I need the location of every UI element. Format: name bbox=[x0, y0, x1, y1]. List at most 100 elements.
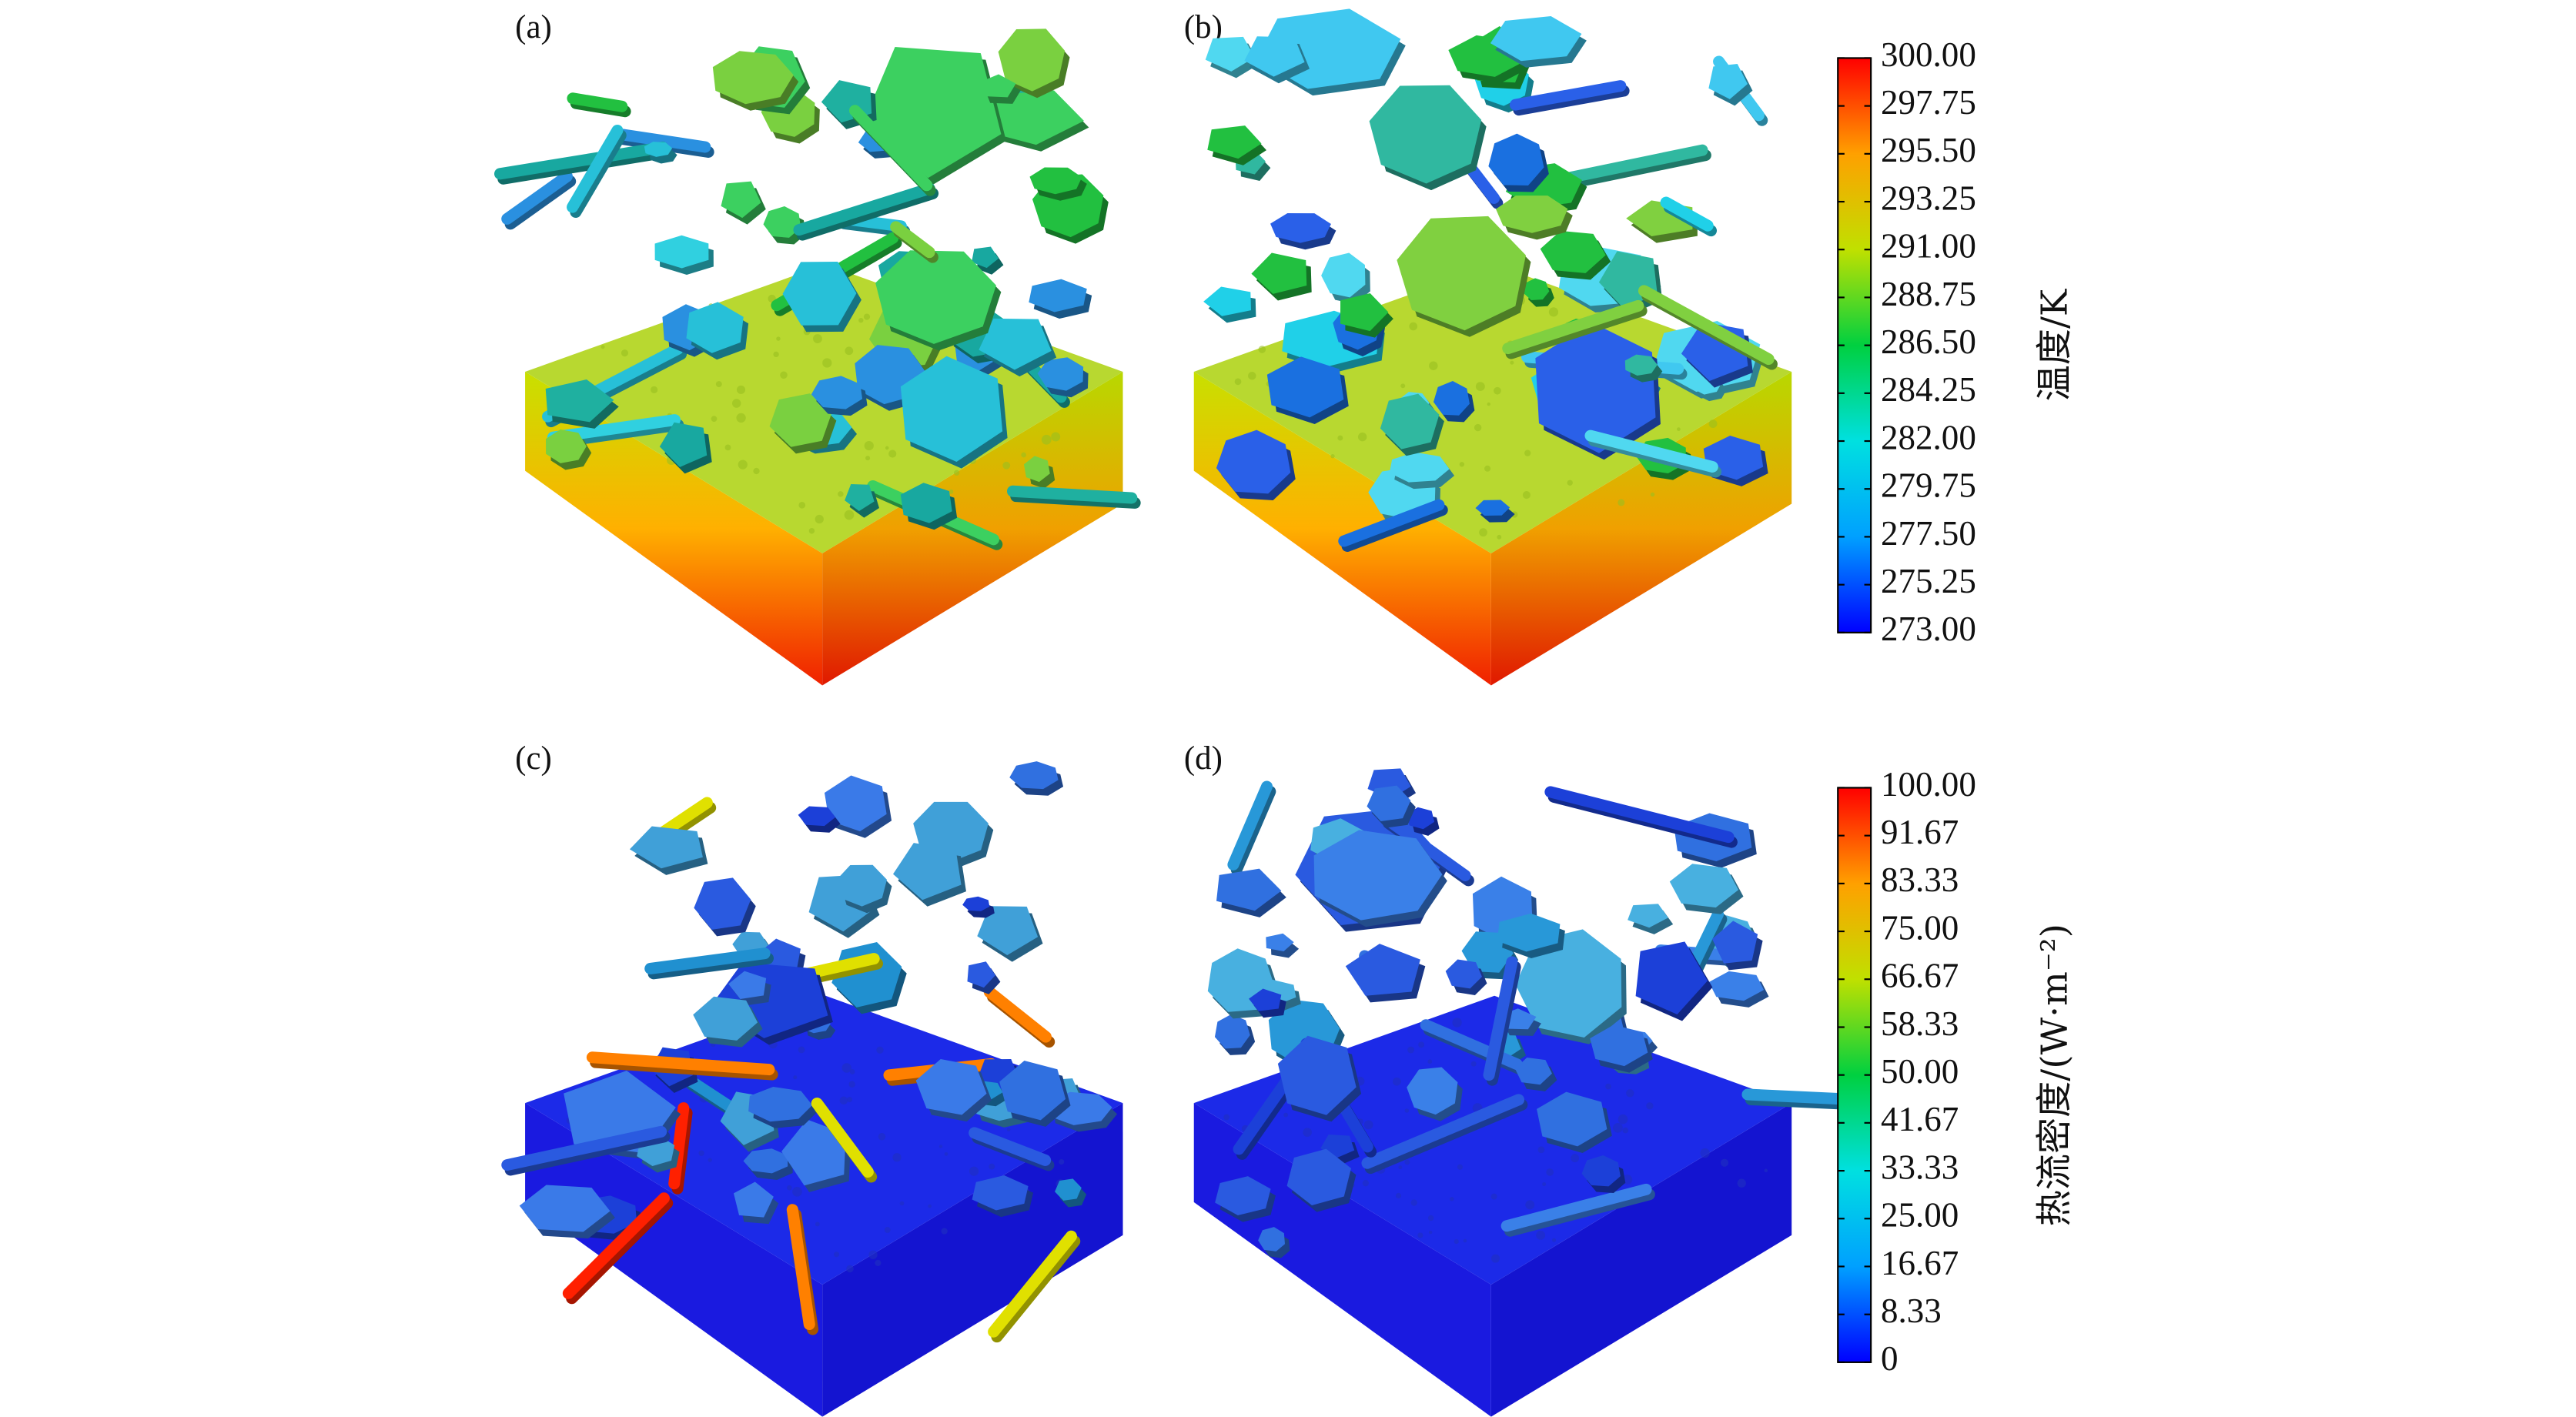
rod bbox=[644, 947, 771, 974]
particle bbox=[748, 1086, 813, 1122]
particle bbox=[836, 864, 887, 907]
texture bbox=[1234, 378, 1242, 386]
rod bbox=[501, 1125, 667, 1171]
texture bbox=[953, 470, 960, 476]
rod bbox=[969, 1127, 1052, 1166]
particle bbox=[1407, 807, 1435, 830]
particle bbox=[972, 1175, 1029, 1211]
rod bbox=[586, 1051, 775, 1076]
texture bbox=[1404, 1108, 1410, 1113]
texture bbox=[815, 514, 824, 524]
texture bbox=[1398, 1165, 1403, 1170]
texture bbox=[1006, 1128, 1011, 1131]
texture bbox=[863, 313, 871, 320]
tick-label: 297.75 bbox=[1881, 83, 1976, 122]
particle bbox=[1249, 988, 1282, 1011]
particle bbox=[728, 971, 767, 999]
particle bbox=[1214, 1014, 1250, 1049]
texture bbox=[1303, 1128, 1312, 1137]
rod-shadow bbox=[504, 175, 577, 230]
texture bbox=[1258, 346, 1266, 353]
texture bbox=[1337, 435, 1343, 441]
texture bbox=[601, 345, 605, 349]
texture bbox=[813, 334, 822, 343]
particle bbox=[1055, 1178, 1082, 1201]
particle bbox=[686, 302, 744, 353]
particle bbox=[644, 142, 673, 157]
texture bbox=[941, 1228, 948, 1235]
rod bbox=[1544, 786, 1735, 844]
particle bbox=[546, 429, 587, 463]
texture bbox=[708, 1158, 712, 1162]
particle bbox=[1205, 36, 1255, 72]
slab-left bbox=[525, 371, 823, 686]
panel: (c) bbox=[501, 740, 1123, 1417]
particle bbox=[1244, 36, 1305, 77]
texture bbox=[1618, 499, 1625, 506]
texture bbox=[1542, 1182, 1547, 1186]
particle bbox=[1340, 292, 1389, 332]
texture bbox=[1525, 1200, 1535, 1210]
texture bbox=[736, 413, 746, 423]
texture bbox=[1626, 1089, 1634, 1098]
texture bbox=[1454, 1238, 1459, 1245]
rod bbox=[562, 1192, 670, 1299]
tick-label: 83.33 bbox=[1881, 861, 1959, 899]
texture bbox=[698, 1150, 704, 1156]
particle bbox=[1023, 456, 1050, 483]
particle bbox=[1515, 929, 1622, 1038]
particle bbox=[1313, 830, 1443, 921]
tick-label: 288.75 bbox=[1881, 275, 1976, 313]
particle bbox=[782, 262, 857, 326]
particle bbox=[1266, 933, 1294, 951]
texture bbox=[1041, 434, 1052, 445]
tick-label: 66.67 bbox=[1881, 957, 1959, 995]
texture bbox=[844, 510, 855, 520]
particle bbox=[1367, 785, 1411, 821]
particle bbox=[1266, 356, 1344, 418]
tick-label: 293.25 bbox=[1881, 179, 1976, 217]
texture bbox=[841, 1063, 851, 1073]
texture bbox=[1457, 1164, 1464, 1170]
tick-label: 100.00 bbox=[1881, 765, 1976, 804]
texture bbox=[1479, 528, 1487, 537]
panels: (a) (b) (c) (d) bbox=[493, 8, 1870, 1417]
particle bbox=[763, 206, 801, 238]
texture bbox=[846, 1265, 854, 1273]
panel: (d) bbox=[1184, 740, 1870, 1417]
tick-label: 291.00 bbox=[1881, 227, 1976, 266]
texture bbox=[1605, 1083, 1611, 1090]
texture bbox=[989, 1163, 995, 1170]
tick-label: 8.33 bbox=[1881, 1292, 1942, 1330]
texture bbox=[798, 501, 806, 509]
texture bbox=[1400, 383, 1406, 389]
texture bbox=[1407, 1046, 1415, 1054]
particle bbox=[1037, 357, 1084, 391]
texture bbox=[1474, 423, 1482, 432]
texture bbox=[1497, 534, 1502, 540]
texture bbox=[1450, 1197, 1454, 1201]
particle bbox=[1581, 1155, 1621, 1187]
rod bbox=[1361, 1094, 1525, 1169]
particle bbox=[1369, 85, 1482, 184]
texture bbox=[1571, 1154, 1580, 1163]
rod bbox=[1660, 196, 1714, 232]
texture bbox=[1567, 480, 1573, 486]
particle bbox=[998, 28, 1066, 92]
rod bbox=[1227, 780, 1273, 871]
texture bbox=[849, 1069, 855, 1074]
texture bbox=[1283, 1112, 1288, 1118]
colorbars: 300.00 297.75 295.50 293.25 291.00 288.75 286.… bbox=[1837, 35, 2076, 1378]
texture bbox=[1427, 1059, 1433, 1064]
texture bbox=[1548, 307, 1559, 317]
texture bbox=[808, 528, 815, 534]
particle bbox=[1009, 761, 1059, 790]
rod bbox=[1483, 956, 1518, 1081]
particle bbox=[811, 376, 863, 409]
particle bbox=[1669, 864, 1739, 908]
tick-label: 275.25 bbox=[1881, 562, 1976, 600]
panel-label: (c) bbox=[515, 740, 552, 777]
slab-right bbox=[822, 1103, 1123, 1417]
particle bbox=[875, 250, 996, 344]
